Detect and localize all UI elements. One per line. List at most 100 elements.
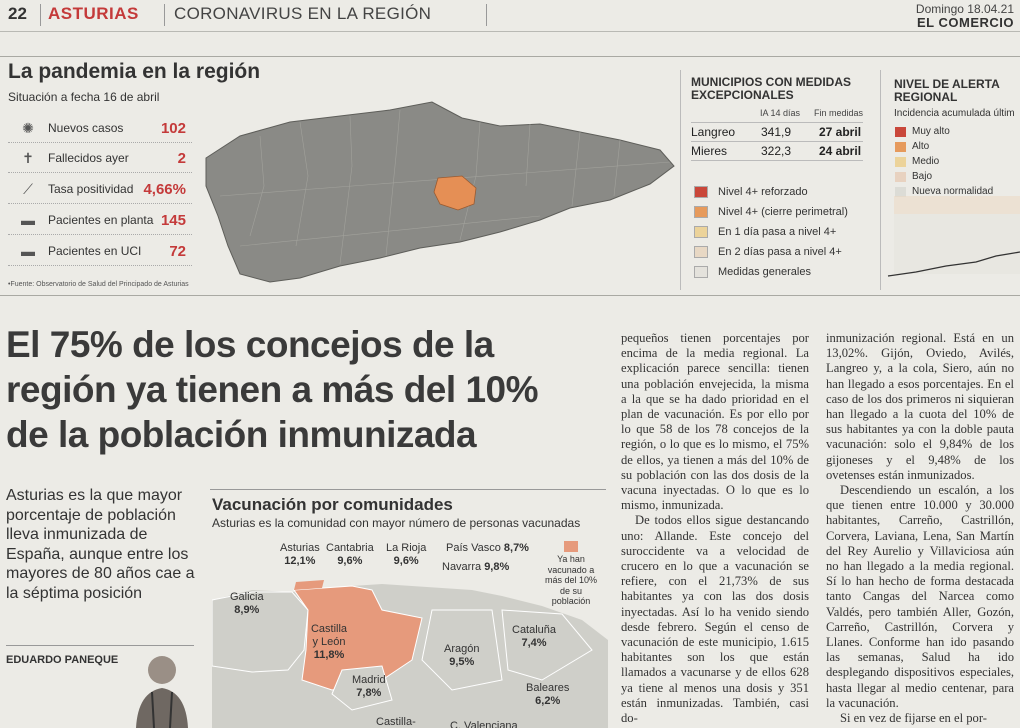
region-name: Cantabria: [326, 542, 374, 554]
region-name: Madrid: [352, 674, 386, 686]
region-name: Galicia: [230, 591, 264, 603]
legend-item: Medidas generales: [694, 266, 848, 278]
legend-swatch: [694, 226, 708, 238]
region-name: Castilla y León: [310, 623, 348, 648]
region-value: 9,5%: [449, 656, 475, 668]
alert-subtitle: Incidencia acumulada últim: [894, 108, 1015, 119]
column-divider: [880, 70, 881, 290]
author-name: EDUARDO PANEQUE: [6, 654, 119, 666]
asturias-region: [294, 580, 324, 590]
header-divider: [40, 4, 41, 26]
article-summary: Asturias es la que mayor porcentaje de p…: [6, 487, 195, 602]
stat-value: 72: [169, 242, 186, 260]
municipios-title-line: EXCEPCIONALES: [691, 88, 794, 102]
infographic-top-rule: [0, 56, 1020, 57]
legend-label: Nueva normalidad: [912, 186, 994, 197]
region-value: 9,6%: [393, 555, 419, 567]
col-fin-header: Fin medidas: [814, 108, 864, 118]
region-name: Aragón: [444, 643, 480, 655]
measures-legend: Nivel 4+ reforzado Nivel 4+ (cierre peri…: [694, 186, 848, 278]
article-column-1: pequeños tienen porcentajes por encima d…: [621, 331, 809, 726]
legend-label: Bajo: [912, 171, 933, 182]
vaccination-title: Vacunación por comunidades: [212, 495, 453, 514]
stat-label: Nuevos casos: [48, 121, 124, 135]
incidence-line: [887, 251, 1020, 277]
vaccination-rule: [210, 489, 606, 490]
author-photo: [136, 656, 188, 728]
headline-line: de la población inmunizada: [6, 414, 477, 455]
asturias-map: [205, 101, 675, 283]
municipios-title-line: MUNICIPIOS CON MEDIDAS: [691, 75, 852, 89]
stat-label: Fallecidos ayer: [48, 151, 129, 165]
vaccination-legend-note: Ya han vacunado a más del 10% de su pobl…: [544, 554, 598, 606]
bed-icon: ▬: [21, 212, 35, 228]
alert-title: NIVEL DE ALERTA REGIONAL: [894, 78, 1000, 104]
test-tube-icon: ⟋: [23, 180, 33, 197]
region-label-navarra: Navarra 9,8%: [442, 561, 509, 574]
column-divider: [680, 70, 681, 290]
legend-item: Muy alto: [895, 126, 993, 137]
region-value: 8,9%: [234, 604, 260, 616]
galicia-region: [212, 591, 309, 673]
cataluna-region: [501, 609, 593, 681]
municipio-ia: 322,3: [761, 144, 792, 158]
region-value: 12,1%: [284, 555, 316, 567]
region-label-valenciana: C. Valenciana: [450, 720, 518, 728]
stat-value: 2: [177, 149, 186, 167]
icu-bed-icon: ▬: [21, 243, 35, 259]
region-value: 6,2%: [535, 695, 561, 707]
municipio-fin: 27 abril: [819, 125, 862, 139]
legend-label: Muy alto: [912, 126, 950, 137]
author-rule: [6, 645, 194, 646]
legend-label: Nivel 4+ reforzado: [718, 186, 808, 198]
region-value: 7,4%: [521, 637, 547, 649]
region-name: La Rioja: [386, 542, 427, 554]
spain-map: [212, 580, 608, 728]
article-column-2: inmunización regional. Está en un 13,02%…: [826, 331, 1014, 726]
region-name: Asturias: [280, 542, 320, 554]
legend-label: Medio: [912, 156, 940, 167]
stat-deaths: ✝ Fallecidos ayer 2: [8, 144, 192, 173]
legend-swatch: [694, 186, 708, 198]
region-name: País Vasco: [446, 542, 501, 554]
region-label-cataluna: Cataluña 7,4%: [512, 624, 556, 650]
legend-item: Bajo: [895, 171, 993, 182]
region-value: 9,6%: [337, 555, 363, 567]
stat-label: Tasa positividad: [48, 182, 134, 196]
legend-label: En 2 días pasa a nivel 4+: [718, 246, 842, 258]
stat-label: Pacientes en planta: [48, 213, 154, 227]
alert-title-line: NIVEL DE ALERTA: [894, 77, 1000, 91]
headline-line: El 75% de los concejos de la: [6, 324, 494, 365]
madrid-region: [331, 665, 393, 711]
legend-item: Medio: [895, 156, 993, 167]
legend-label: En 1 día pasa a nivel 4+: [718, 226, 837, 238]
pandemic-subtitle: Situación a fecha 16 de abril: [8, 90, 160, 104]
region-label-castilla: Castilla-: [376, 716, 416, 728]
stat-icu-patients: ▬ Pacientes en UCI 72: [8, 237, 192, 266]
stat-value: 4,66%: [143, 180, 186, 198]
legend-label: Alto: [912, 141, 930, 152]
legend-swatch: [895, 171, 906, 182]
stat-positivity: ⟋ Tasa positividad 4,66%: [8, 175, 192, 204]
legend-label: Medidas generales: [718, 266, 811, 278]
legend-swatch: [694, 266, 708, 278]
region-value: 7,8%: [356, 687, 382, 699]
legend-swatch: [694, 246, 708, 258]
municipio-row: Mieres 322,3 24 abril: [691, 141, 863, 160]
legend-item: Nivel 4+ (cierre perimetral): [694, 206, 848, 218]
region-name: C. Valenciana: [450, 720, 518, 728]
region-label-castilla-leon: Castilla y León 11,8%: [308, 623, 350, 662]
alert-title-line: REGIONAL: [894, 90, 958, 104]
paragraph: De todos ellos sigue destancando uno: Al…: [621, 513, 809, 726]
legend-swatch: [694, 206, 708, 218]
aragon-region: [421, 609, 503, 691]
legend-item: Nueva normalidad: [895, 186, 993, 197]
region-name: Navarra: [442, 561, 482, 573]
pandemic-title: La pandemia en la región: [8, 60, 261, 83]
legend-item: Nivel 4+ reforzado: [694, 186, 848, 198]
virus-icon: ✺: [22, 119, 34, 136]
region-value: 11,8%: [313, 649, 345, 661]
section-topic: CORONAVIRUS EN LA REGIÓN: [174, 4, 432, 23]
grave-icon: ✝: [22, 149, 34, 166]
region-name: Cataluña: [512, 624, 557, 636]
